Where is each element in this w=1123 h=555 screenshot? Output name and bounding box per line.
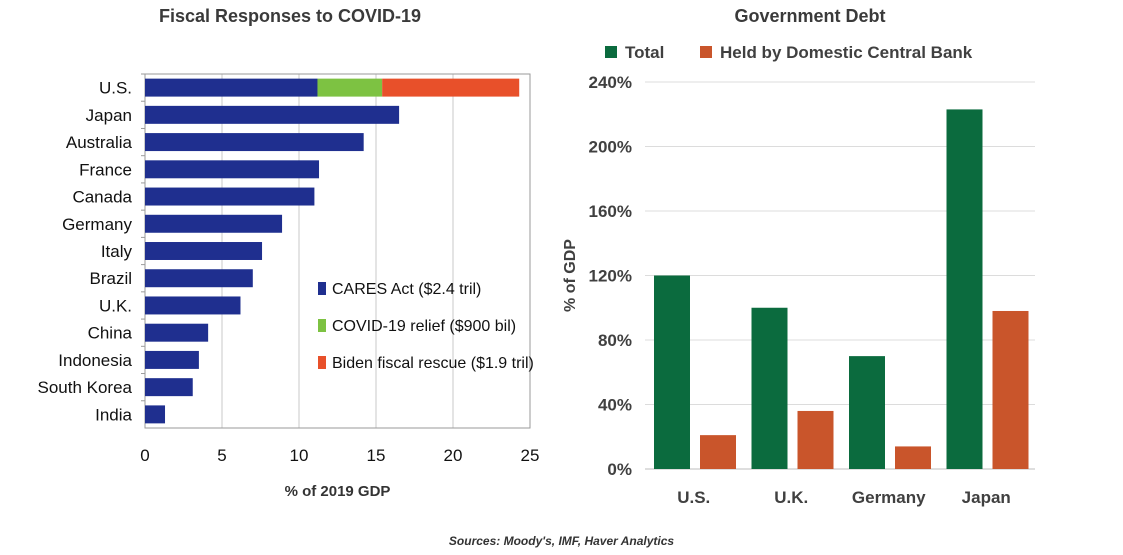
category-label-italy: Italy (101, 242, 133, 261)
category-label-japan: Japan (962, 488, 1011, 507)
bar-france-cares-act (145, 160, 320, 179)
bar-canada-cares-act (145, 187, 315, 206)
x-tick-label: 20 (444, 446, 463, 465)
y-tick-label: 160% (589, 202, 632, 221)
bar-china-cares-act (145, 323, 209, 342)
legend-label-biden-fiscal-rescue: Biden fiscal rescue ($1.9 tril) (332, 355, 534, 372)
bar-japan-cares-act (145, 105, 400, 124)
bar-italy-cares-act (145, 242, 263, 260)
bar-u-k-cares-act (145, 296, 241, 315)
y-tick-label: 0% (607, 460, 632, 479)
legend-swatch-cares-act (318, 282, 326, 295)
category-label-germany: Germany (852, 488, 926, 507)
x-tick-label: 25 (521, 446, 540, 465)
legend-swatch-total (605, 46, 617, 58)
bar-brazil-cares-act (145, 269, 253, 288)
legend-label-cares-act: CARES Act ($2.4 tril) (332, 281, 481, 298)
y-tick-label: 80% (598, 331, 632, 350)
category-label-u-k: U.K. (774, 488, 808, 507)
y-tick-label: 200% (589, 138, 632, 157)
bar-u-k-held-by-domestic-central-bank (797, 410, 834, 469)
x-tick-label: 10 (290, 446, 309, 465)
bar-u-s-held-by-domestic-central-bank (700, 435, 736, 469)
bar-u-k-total (751, 307, 788, 469)
category-label-south-korea: South Korea (37, 378, 132, 397)
category-label-germany: Germany (62, 215, 132, 234)
bar-japan-held-by-domestic-central-bank (992, 310, 1029, 469)
category-label-japan: Japan (86, 106, 132, 125)
y-tick-label: 120% (589, 267, 632, 286)
bar-australia-cares-act (145, 133, 364, 152)
left-x-axis-label: % of 2019 GDP (285, 483, 391, 500)
category-label-indonesia: Indonesia (58, 351, 132, 370)
left-chart-title: Fiscal Responses to COVID-19 (158, 6, 422, 26)
y-tick-label: 240% (589, 73, 632, 92)
category-label-canada: Canada (72, 188, 132, 207)
category-label-india: India (95, 405, 132, 424)
bar-u-s-total (654, 275, 690, 469)
category-label-u-s: U.S. (677, 488, 710, 507)
bar-germany-held-by-domestic-central-bank (895, 446, 931, 469)
bar-germany-total (849, 356, 885, 469)
bar-india-cares-act (145, 405, 166, 424)
bar-u-s-covid-19-relief (317, 78, 383, 97)
bar-u-s-cares-act (145, 78, 318, 97)
category-label-u-s: U.S. (99, 79, 132, 98)
category-label-china: China (88, 324, 133, 343)
legend-label-total: Total (625, 43, 664, 62)
category-label-brazil: Brazil (89, 269, 132, 288)
bar-south-korea-cares-act (145, 378, 193, 397)
bar-indonesia-cares-act (145, 350, 199, 369)
legend-swatch-covid-19-relief (318, 319, 326, 332)
bar-germany-cares-act (145, 214, 283, 233)
x-tick-label: 5 (217, 446, 226, 465)
category-label-u-k: U.K. (99, 296, 132, 315)
y-tick-label: 40% (598, 396, 632, 415)
legend-label-held-by-domestic-central-bank: Held by Domestic Central Bank (720, 43, 973, 62)
x-tick-label: 0 (140, 446, 149, 465)
x-tick-label: 15 (367, 446, 386, 465)
legend-swatch-held-by-domestic-central-bank (700, 46, 712, 58)
source-note: Sources: Moody's, IMF, Haver Analytics (448, 534, 675, 548)
legend-swatch-biden-fiscal-rescue (318, 356, 326, 369)
bar-japan-total (946, 109, 983, 469)
bar-u-s-biden-fiscal-rescue (382, 78, 520, 97)
legend-label-covid-19-relief: COVID-19 relief ($900 bil) (332, 318, 516, 335)
category-label-australia: Australia (66, 133, 133, 152)
right-chart-title: Government Debt (734, 6, 886, 26)
category-label-france: France (79, 160, 132, 179)
right-y-axis-label: % of GDP (562, 239, 579, 312)
